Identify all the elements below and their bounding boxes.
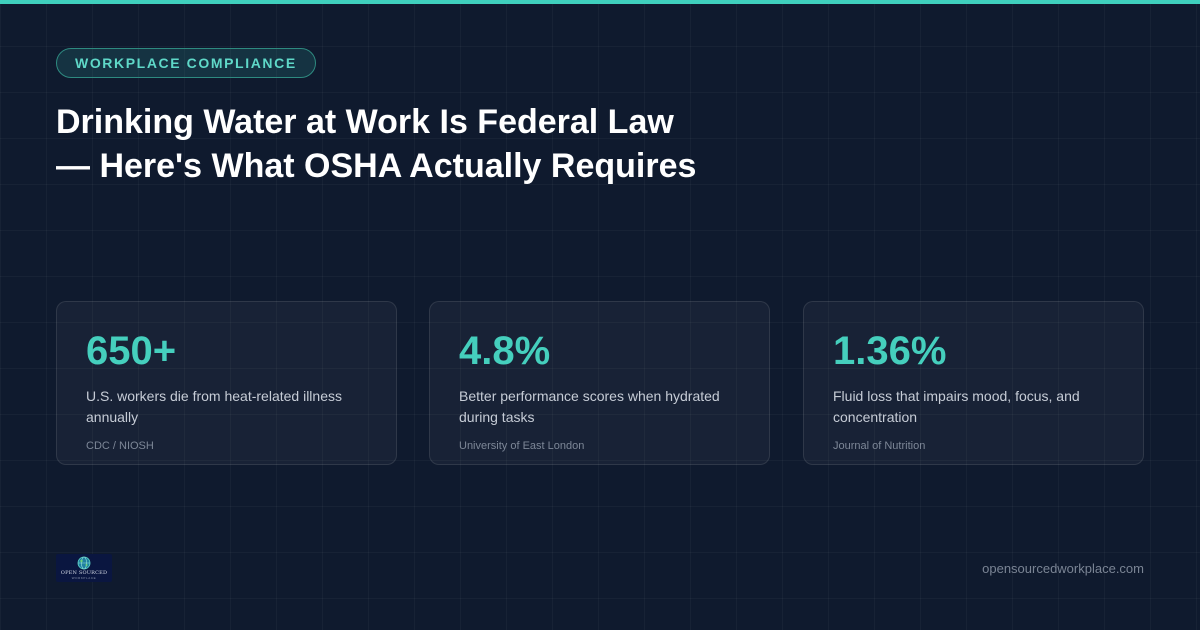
site-url[interactable]: opensourcedworkplace.com <box>982 561 1144 576</box>
stat-value: 4.8% <box>459 329 551 373</box>
stat-description: U.S. workers die from heat-related illne… <box>86 388 342 425</box>
stat-card-heat-deaths: 650+ U.S. workers die from heat-related … <box>56 301 397 465</box>
category-tag: WORKPLACE COMPLIANCE <box>56 48 316 78</box>
logo-subtext: WORKPLACE <box>71 576 97 580</box>
stat-source: Journal of Nutrition <box>833 440 926 452</box>
stat-card-performance: 4.8% Better performance scores when hydr… <box>429 301 770 465</box>
stat-source: University of East London <box>459 440 585 452</box>
page-title-line-2: — Here's What OSHA Actually Requires <box>56 147 697 185</box>
stat-card-fluid-loss: 1.36% Fluid loss that impairs mood, focu… <box>803 301 1144 465</box>
globe-icon <box>77 556 91 570</box>
page-title: Drinking Water at Work Is Federal Law — … <box>56 100 876 188</box>
top-accent-bar <box>0 0 1200 4</box>
logo-text: OPEN SOURCED <box>60 570 108 576</box>
stat-description: Fluid loss that impairs mood, focus, and… <box>833 388 1080 425</box>
stat-value: 650+ <box>86 329 177 373</box>
page-title-line-1: Drinking Water at Work Is Federal Law <box>56 103 674 141</box>
stat-source: CDC / NIOSH <box>86 440 154 452</box>
stat-description: Better performance scores when hydrated … <box>459 388 720 425</box>
stat-value: 1.36% <box>833 329 947 373</box>
brand-logo[interactable]: OPEN SOURCED WORKPLACE <box>56 554 112 582</box>
